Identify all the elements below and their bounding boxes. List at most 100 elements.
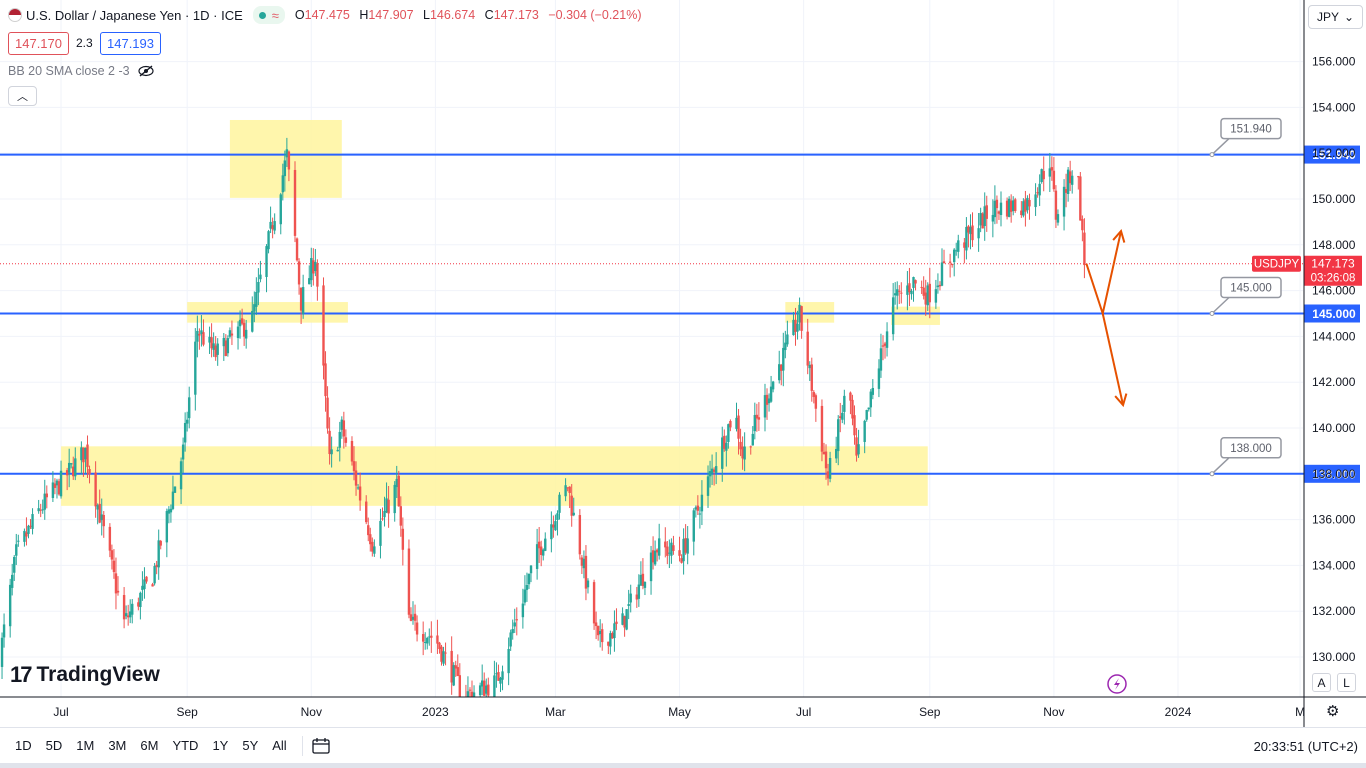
bottom-toolbar: 1D 5D 1M 3M 6M YTD 1Y 5Y All 20:33:51 (U… bbox=[0, 727, 1366, 763]
grid bbox=[0, 0, 1303, 697]
candle-body bbox=[421, 634, 425, 642]
candle-body bbox=[328, 430, 331, 455]
tradingview-logo[interactable]: 17 TradingView bbox=[10, 662, 160, 688]
candle-body bbox=[27, 525, 30, 534]
x-tick-label: May bbox=[668, 705, 691, 719]
highlight-zone bbox=[187, 302, 348, 323]
gear-icon[interactable]: ⚙ bbox=[1326, 703, 1340, 720]
candle-body bbox=[1062, 186, 1066, 217]
candle-body bbox=[86, 444, 89, 468]
candle-body bbox=[509, 632, 512, 647]
calendar-range-icon[interactable] bbox=[311, 737, 331, 755]
range-3m[interactable]: 3M bbox=[108, 738, 127, 753]
candle-body bbox=[379, 520, 382, 546]
candle-body bbox=[1066, 169, 1070, 194]
range-1y[interactable]: 1Y bbox=[212, 738, 229, 753]
candle-body bbox=[1040, 169, 1043, 182]
candle-body bbox=[0, 637, 4, 667]
candle-body bbox=[222, 337, 225, 347]
candle-body bbox=[686, 538, 689, 554]
candle-body bbox=[657, 538, 661, 556]
range-1d[interactable]: 1D bbox=[15, 738, 32, 753]
candle-body bbox=[737, 415, 740, 439]
candle-body bbox=[967, 226, 970, 233]
hidden-eye-icon[interactable] bbox=[137, 65, 154, 77]
candle-body bbox=[141, 585, 144, 590]
candle-body bbox=[167, 509, 171, 514]
candle-body bbox=[841, 412, 844, 420]
currency-selector[interactable]: JPY ⌄ bbox=[1308, 5, 1363, 29]
candle-body bbox=[74, 458, 77, 477]
x-tick-label: Mar bbox=[545, 705, 566, 719]
candle-body bbox=[580, 557, 584, 566]
candle-body bbox=[283, 160, 287, 177]
level-axis-tag bbox=[1304, 304, 1360, 323]
candle-body bbox=[938, 284, 942, 287]
y-tick-label: 136.000 bbox=[1312, 513, 1356, 527]
candle-body bbox=[739, 441, 742, 450]
candle-body bbox=[102, 514, 105, 527]
callout-anchor bbox=[1209, 311, 1215, 316]
candle-body bbox=[200, 330, 203, 334]
candle-body bbox=[594, 622, 598, 627]
candle-body bbox=[981, 213, 984, 229]
candle-body bbox=[869, 391, 872, 408]
market-status[interactable]: ≈ bbox=[252, 6, 285, 24]
candle-body bbox=[537, 541, 541, 549]
range-ytd[interactable]: YTD bbox=[172, 738, 199, 753]
range-all[interactable]: All bbox=[272, 738, 287, 753]
candle-body bbox=[1081, 219, 1084, 231]
candle-body bbox=[712, 469, 716, 472]
candle-body bbox=[381, 518, 384, 520]
candle-body bbox=[885, 331, 889, 348]
candle-body bbox=[31, 514, 34, 529]
candle-body bbox=[183, 422, 187, 443]
candle-body bbox=[1011, 200, 1015, 211]
candle-body bbox=[273, 221, 276, 231]
candle-body bbox=[485, 685, 488, 694]
candle-body bbox=[568, 486, 571, 493]
symbol-title[interactable]: U.S. Dollar / Japanese Yen · 1D · ICE bbox=[26, 7, 243, 23]
y-tick-label: 146.000 bbox=[1312, 284, 1356, 298]
candle-body bbox=[912, 277, 915, 288]
candle-body bbox=[928, 283, 931, 303]
candle-body bbox=[466, 691, 470, 697]
candle-body bbox=[37, 508, 40, 512]
callout-leader bbox=[1211, 296, 1230, 315]
candle-body bbox=[316, 263, 319, 287]
candle-body bbox=[922, 287, 925, 296]
range-6m[interactable]: 6M bbox=[140, 738, 159, 753]
candle-body bbox=[881, 345, 885, 347]
candle-body bbox=[198, 333, 201, 336]
candle-body bbox=[700, 494, 704, 512]
candle-body bbox=[326, 397, 329, 429]
candle-body bbox=[55, 480, 59, 486]
range-5d[interactable]: 5D bbox=[45, 738, 63, 753]
candle-body bbox=[643, 581, 647, 588]
log-scale-button[interactable]: L bbox=[1337, 673, 1356, 692]
collapse-legend-button[interactable]: ︿ bbox=[8, 86, 37, 106]
candle-body bbox=[428, 636, 431, 638]
sell-price-button[interactable]: 147.170 bbox=[8, 32, 69, 55]
range-1m[interactable]: 1M bbox=[76, 738, 95, 753]
range-5y[interactable]: 5Y bbox=[242, 738, 259, 753]
candle-body bbox=[230, 333, 234, 336]
candle-body bbox=[126, 615, 130, 618]
candle-body bbox=[564, 485, 567, 497]
auto-scale-button[interactable]: A bbox=[1312, 673, 1331, 692]
buy-price-button[interactable]: 147.193 bbox=[100, 32, 161, 55]
candle-body bbox=[314, 261, 317, 272]
candle-body bbox=[65, 470, 69, 476]
candle-body bbox=[607, 641, 610, 646]
y-tick-label: 130.000 bbox=[1312, 650, 1356, 664]
clock[interactable]: 20:33:51 (UTC+2) bbox=[1253, 738, 1358, 754]
indicator-legend[interactable]: BB 20 SMA close 2 -3 bbox=[8, 64, 154, 78]
candle-body bbox=[399, 506, 403, 526]
projection-up-path bbox=[1085, 230, 1123, 318]
candle-body bbox=[242, 322, 246, 337]
candle-body bbox=[70, 463, 73, 465]
candle-body bbox=[883, 343, 887, 346]
level-callout-box bbox=[1220, 437, 1282, 459]
candle-body bbox=[322, 285, 325, 366]
